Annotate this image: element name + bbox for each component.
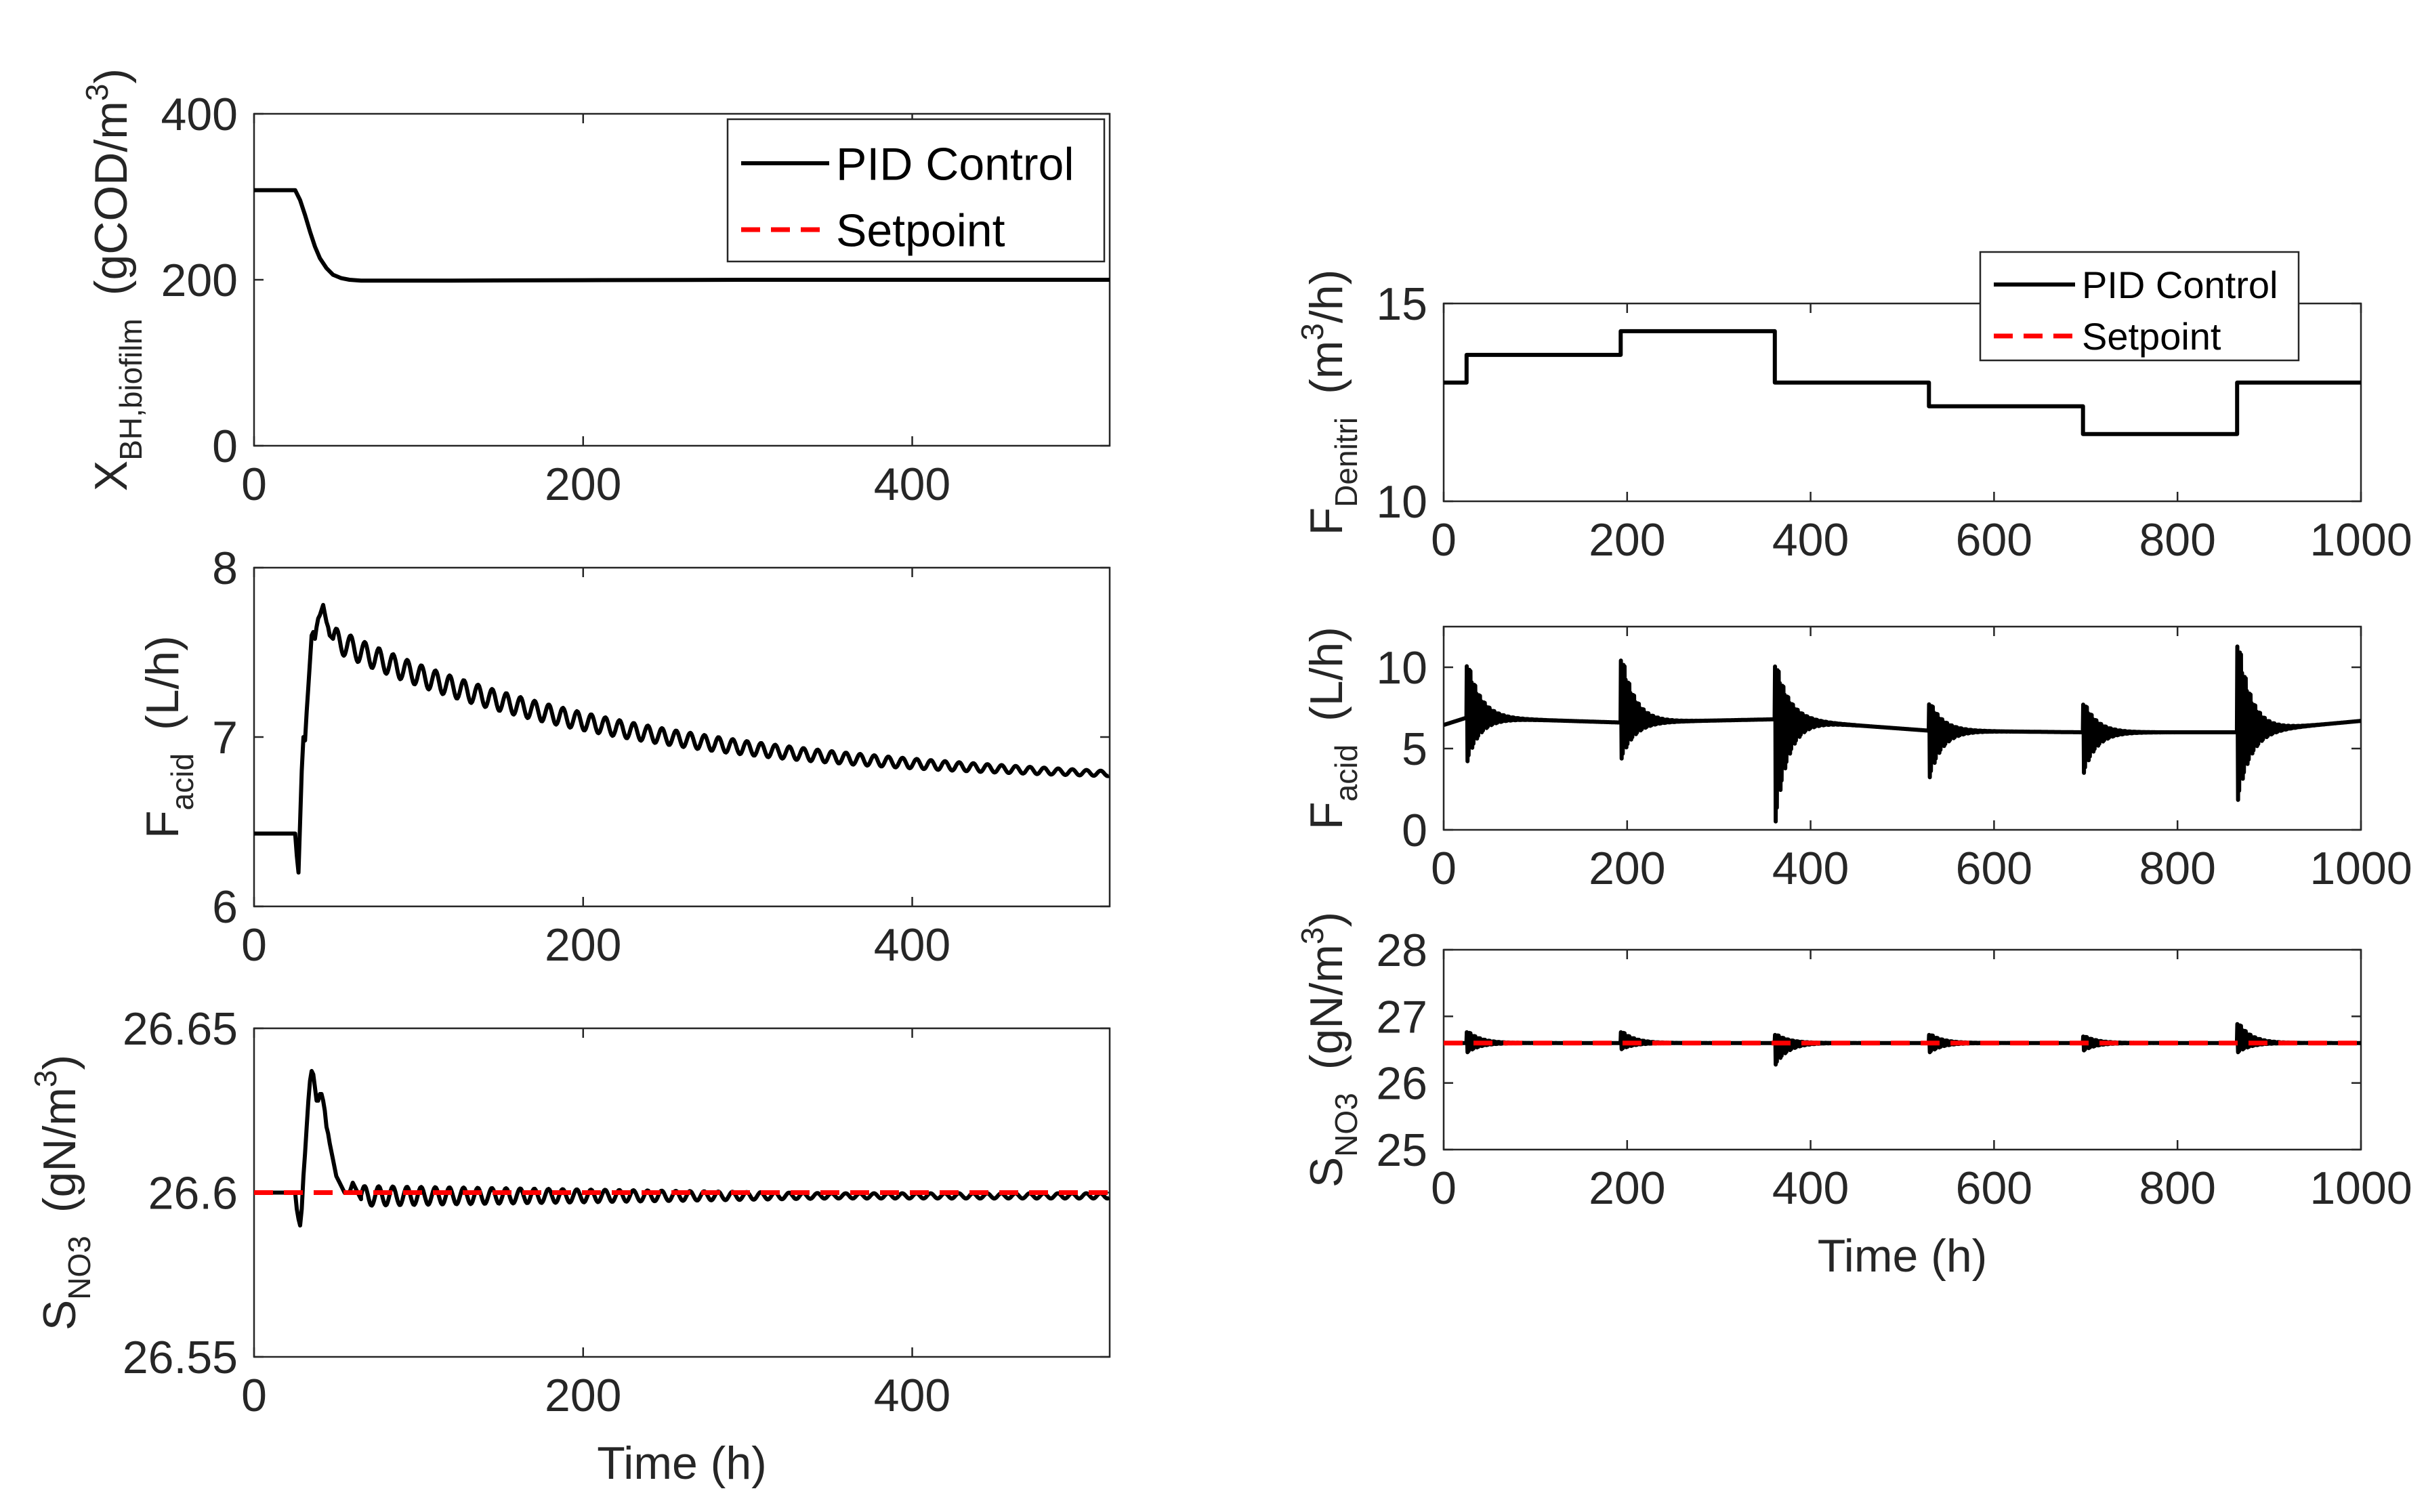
y-tick-label: 26.65: [123, 1003, 238, 1055]
x-tick-label: 1000: [2309, 1162, 2412, 1214]
x-tick-label: 200: [545, 919, 621, 971]
y-tick-label: 7: [212, 712, 238, 763]
y-tick-label: 15: [1376, 278, 1427, 330]
x-tick-label: 0: [241, 1370, 267, 1421]
x-tick-label: 600: [1956, 1162, 2032, 1214]
x-tick-label: 800: [2139, 843, 2215, 894]
y-tick-label: 400: [161, 89, 238, 140]
x-tick-label: 0: [241, 459, 267, 510]
x-tick-label: 400: [1772, 843, 1849, 894]
y-axis-label: FDenitri (m3/h): [1295, 270, 1364, 536]
y-tick-label: 6: [212, 881, 238, 933]
x-tick-label: 200: [545, 1370, 621, 1421]
x-tick-label: 400: [1772, 514, 1849, 566]
plot-area: [1442, 948, 2362, 1151]
series-pid-control: [254, 188, 1110, 283]
y-axis-label: SNO3 (gN/m3): [28, 1055, 97, 1330]
plot-area: [253, 566, 1111, 908]
chart-left-bottom: 0 200 400 26.55 26.6 26.65 SNO3 (gN/m3) Time (h…: [28, 1003, 1111, 1489]
x-axis-label: Time (h): [1818, 1230, 1988, 1282]
x-tick-label: 200: [545, 459, 621, 510]
series-pid-control: [1444, 644, 2361, 824]
y-axis-label: Facid (L/h): [1301, 627, 1364, 830]
x-tick-label: 400: [874, 1370, 950, 1421]
y-tick-label: 0: [1402, 805, 1427, 856]
x-axis-label: Time (h): [597, 1437, 767, 1489]
x-tick-label: 0: [241, 919, 267, 971]
y-tick-label: 27: [1376, 991, 1427, 1043]
x-tick-label: 800: [2139, 1162, 2215, 1214]
series-pid-control: [254, 603, 1110, 875]
y-tick-label: 200: [161, 255, 238, 306]
legend-box: [1979, 251, 2300, 362]
legend: PID Control Setpoint: [726, 118, 1106, 263]
x-tick-label: 200: [1589, 843, 1665, 894]
legend-label-pid-control: PID Control: [2082, 264, 2278, 306]
x-tick-label: 0: [1431, 843, 1457, 894]
y-tick-label: 25: [1376, 1125, 1427, 1176]
legend-label-setpoint: Setpoint: [2082, 315, 2221, 358]
y-axis-label: SNO3 (gN/m3): [1295, 912, 1364, 1188]
x-tick-label: 1000: [2309, 514, 2412, 566]
y-axis-label: XBH,biofilm (gCOD/m3): [79, 68, 148, 491]
y-tick-label: 8: [212, 543, 238, 594]
legend: PID Control Setpoint: [1979, 251, 2300, 362]
y-tick-label: 5: [1402, 723, 1427, 775]
legend-label-pid-control: PID Control: [836, 138, 1074, 190]
y-tick-label: 0: [212, 421, 238, 472]
x-tick-label: 0: [1431, 514, 1457, 566]
x-tick-label: 800: [2139, 514, 2215, 566]
y-tick-label: 26: [1376, 1058, 1427, 1110]
y-tick-label: 10: [1376, 642, 1427, 694]
series-pid-control: [1444, 329, 2361, 436]
x-tick-label: 1000: [2309, 843, 2412, 894]
x-tick-label: 600: [1956, 843, 2032, 894]
x-tick-label: 400: [874, 459, 950, 510]
y-tick-label: 10: [1376, 476, 1427, 528]
x-tick-label: 0: [1431, 1162, 1457, 1214]
y-tick-label: 26.6: [148, 1168, 238, 1219]
x-tick-label: 400: [874, 919, 950, 971]
chart-left-top: 0 200 400 0 200 400 XBH,biofilm (gCOD/m3) PID C…: [79, 68, 1111, 510]
y-tick-label: 26.55: [123, 1332, 238, 1383]
x-tick-label: 600: [1956, 514, 2032, 566]
legend-box: [726, 118, 1106, 263]
y-axis-label: Facid (L/h): [137, 635, 200, 839]
x-tick-label: 400: [1772, 1162, 1849, 1214]
x-tick-label: 200: [1589, 1162, 1665, 1214]
x-tick-label: 200: [1589, 514, 1665, 566]
y-tick-label: 28: [1376, 925, 1427, 976]
legend-label-setpoint: Setpoint: [836, 205, 1005, 256]
